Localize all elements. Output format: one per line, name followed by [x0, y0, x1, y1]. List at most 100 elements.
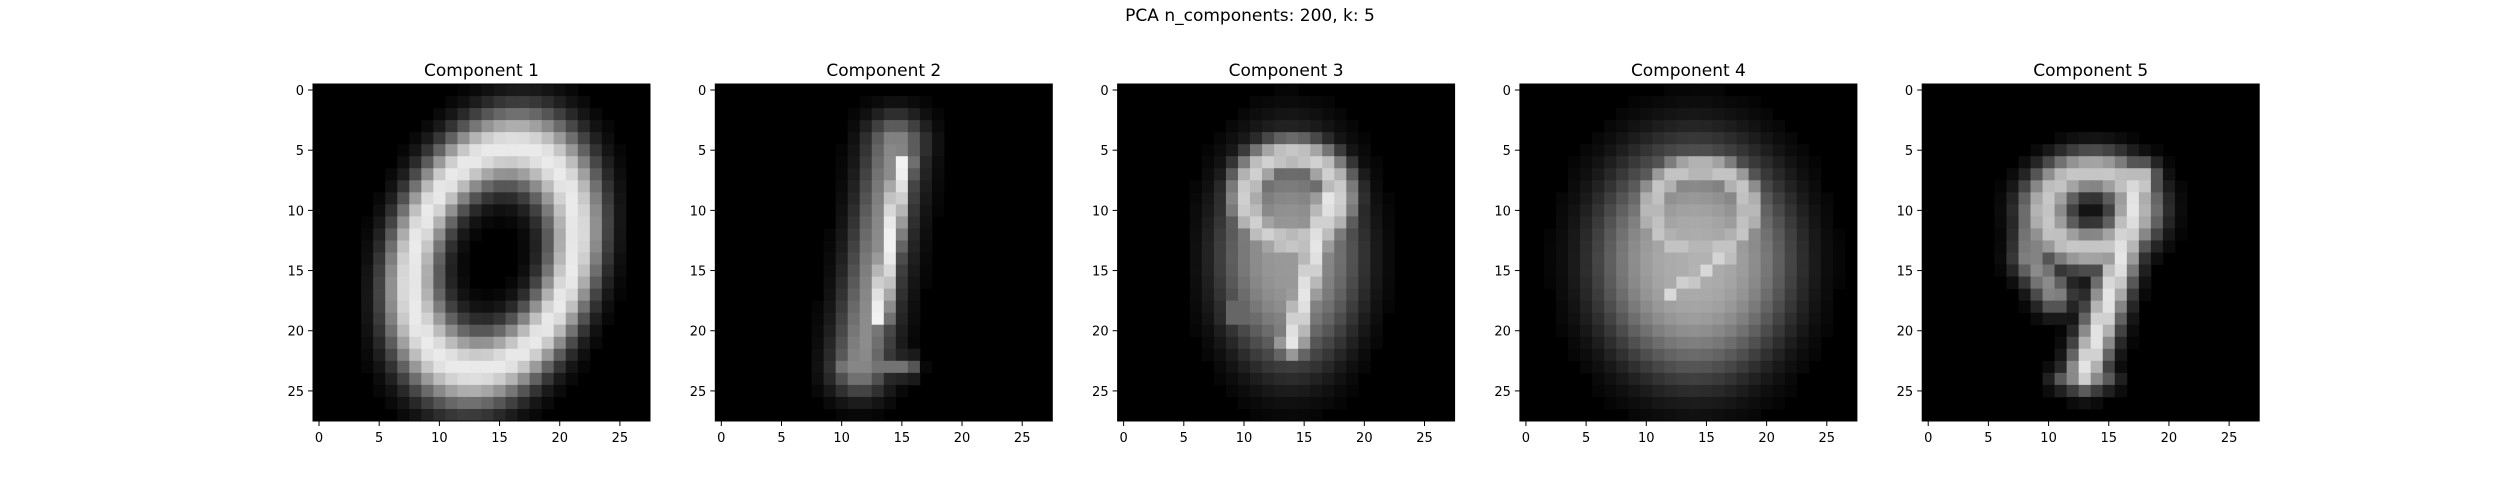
pixel-cell: [1334, 132, 1347, 145]
pixel-cell: [421, 300, 434, 314]
pixel-cell: [457, 168, 470, 181]
pixel-cell: [1225, 324, 1239, 338]
pixel-cell: [1568, 168, 1581, 181]
pixel-cell: [1616, 336, 1629, 350]
pixel-cell: [1688, 96, 1701, 109]
pixel-cell: [1736, 216, 1749, 229]
pixel-cell: [589, 180, 603, 193]
pixel-cell: [1628, 276, 1641, 290]
pixel-cell: [1760, 132, 1774, 145]
pixel-cell: [1616, 204, 1629, 217]
pixel-cell: [895, 336, 909, 350]
pixel-cell: [1628, 96, 1641, 109]
pixel-cell: [517, 204, 531, 217]
pixel-cell: [1322, 276, 1335, 290]
pixel-cell: [1346, 156, 1359, 169]
pixel-cell: [883, 156, 897, 169]
pixel-cell: [409, 384, 422, 398]
pixel-cell: [2066, 300, 2080, 314]
pixel-cell: [1382, 264, 1395, 277]
pixel-cell: [1772, 324, 1786, 338]
pixel-cell: [1213, 372, 1227, 386]
pixel-cell: [433, 396, 446, 410]
pixel-cell: [1189, 312, 1203, 326]
pixel-cell: [1820, 252, 1834, 265]
pixel-cell: [1225, 144, 1239, 157]
axes-frame: [714, 83, 1053, 422]
pixel-cell: [577, 360, 591, 374]
pixel-cell: [871, 396, 885, 410]
pixel-cell: [517, 132, 531, 145]
pixel-cell: [931, 204, 945, 217]
pixel-cell: [847, 312, 861, 326]
pixel-cell: [541, 192, 555, 205]
pixel-cell: [553, 168, 567, 181]
pixel-cell: [493, 288, 506, 302]
pixel-cell: [469, 204, 482, 217]
pixel-cell: [1736, 324, 1749, 338]
pixel-cell: [1249, 156, 1263, 169]
pixel-cell: [409, 288, 422, 302]
pixel-cell: [859, 96, 873, 109]
pixel-cell: [1652, 300, 1665, 314]
pixel-cell: [2102, 144, 2116, 157]
component-image: [1519, 84, 1857, 422]
pixel-cell: [2102, 240, 2116, 253]
pixel-cell: [1249, 348, 1263, 362]
pixel-cell: [577, 192, 591, 205]
pixel-cell: [1556, 312, 1569, 326]
pixel-cell: [1262, 276, 1275, 290]
pixel-cell: [2114, 216, 2128, 229]
pixel-cell: [1262, 204, 1275, 217]
pixel-cell: [1346, 204, 1359, 217]
pixel-cell: [1310, 288, 1323, 302]
pixel-cell: [871, 300, 885, 314]
pixel-cell: [1334, 288, 1347, 302]
pixel-cell: [1772, 216, 1786, 229]
pixel-cell: [2114, 228, 2128, 241]
pixel-cell: [1370, 288, 1383, 302]
pixel-cell: [895, 204, 909, 217]
pixel-cell: [1213, 348, 1227, 362]
pixel-cell: [517, 336, 531, 350]
pixel-cell: [1724, 348, 1737, 362]
pixel-cell: [373, 276, 386, 290]
pixel-cell: [2138, 156, 2152, 169]
pixel-cell: [1370, 240, 1383, 253]
pixel-cell: [1616, 300, 1629, 314]
pixel-cell: [1688, 156, 1701, 169]
pixel-cell: [1201, 264, 1215, 277]
pixel-cell: [1796, 240, 1810, 253]
pixel-cell: [2030, 180, 2043, 193]
pixel-cell: [457, 84, 470, 97]
pixel-cell: [1286, 192, 1299, 205]
pixel-cell: [2030, 228, 2043, 241]
pixel-cell: [895, 96, 909, 109]
pixel-cell: [1628, 396, 1641, 410]
pixel-cell: [1262, 180, 1275, 193]
pixel-cell: [1262, 324, 1275, 338]
pixel-cell: [1310, 96, 1323, 109]
pixel-cell: [895, 372, 909, 386]
pixel-cell: [1652, 156, 1665, 169]
pixel-cell: [1700, 264, 1713, 277]
pixel-cell: [433, 276, 446, 290]
pixel-cell: [469, 348, 482, 362]
pixel-cell: [1201, 300, 1215, 314]
pixel-cell: [457, 360, 470, 374]
pixel-cell: [505, 216, 519, 229]
pixel-cell: [2054, 252, 2068, 265]
pixel-cell: [373, 240, 386, 253]
pixel-cell: [613, 288, 627, 302]
pixel-cell: [1604, 132, 1617, 145]
pixel-cell: [1225, 192, 1239, 205]
pixel-cell: [601, 240, 615, 253]
x-tick-label: 15: [1296, 431, 1313, 446]
pixel-cell: [1213, 204, 1227, 217]
y-tick-label: 0: [698, 84, 706, 99]
pixel-cell: [1616, 240, 1629, 253]
pixel-cell: [823, 228, 837, 241]
pixel-cell: [1736, 240, 1749, 253]
pixel-cell: [2066, 288, 2080, 302]
pixel-cell: [1310, 384, 1323, 398]
